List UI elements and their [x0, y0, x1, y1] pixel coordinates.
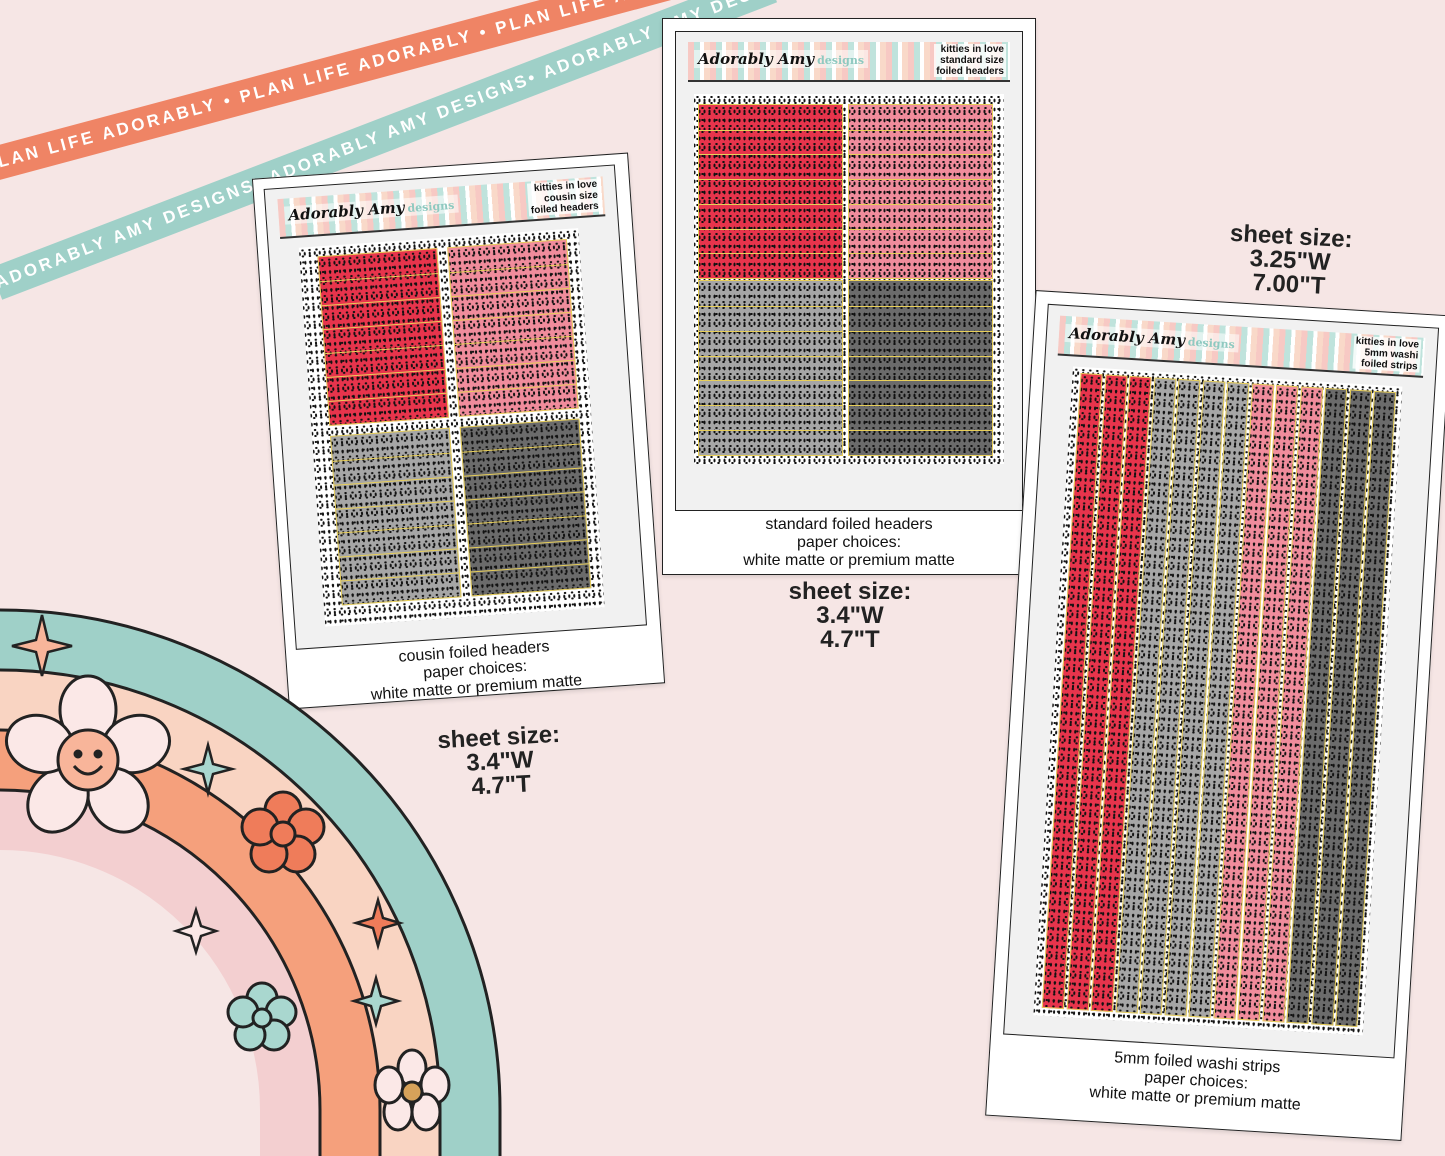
pink-header-block [848, 104, 993, 279]
foil-line [849, 203, 992, 205]
foil-line [699, 228, 842, 230]
brand-logo: Adorably Amy designs [694, 50, 869, 68]
foil-line [699, 380, 842, 382]
sparkle-icon [179, 740, 237, 798]
foil-line [699, 305, 842, 307]
flower-icon [226, 981, 298, 1052]
smiley-flower-icon [5, 674, 171, 834]
sticker-area [694, 94, 1004, 464]
foil-line [849, 179, 992, 181]
light-gray-header-block [698, 280, 843, 456]
foil-line [849, 330, 992, 332]
foil-line [849, 154, 992, 156]
foil-line [849, 253, 992, 255]
foil-line [849, 405, 992, 407]
red-header-block [698, 104, 843, 279]
foil-line [849, 355, 992, 357]
sparkle-icon [172, 905, 220, 957]
foil-line [699, 330, 842, 332]
standard-caption: standard foiled headers paper choices: whi… [743, 516, 955, 569]
flower-icon [373, 1048, 451, 1132]
foil-line [849, 129, 992, 131]
foil-line [699, 179, 842, 181]
standard-sheet-card: Adorably Amy designs kitties in love stand… [662, 18, 1036, 575]
sparkle-icon [11, 614, 73, 677]
foil-line [699, 129, 842, 131]
standard-sheet-size: sheet size: 3.4"W 4.7"T [788, 578, 912, 653]
sparkle-icon [351, 895, 405, 951]
flower-icon [240, 790, 326, 874]
foil-line [849, 380, 992, 382]
foil-line [699, 154, 842, 156]
foil-line [849, 305, 992, 307]
sheet-header-banner: Adorably Amy designs kitties in love stand… [688, 42, 1010, 82]
sparkle-icon [349, 973, 403, 1029]
foil-line [699, 203, 842, 205]
standard-sheet-preview: Adorably Amy designs kitties in love stand… [675, 31, 1023, 511]
dark-gray-header-block [848, 280, 993, 456]
foil-line [849, 430, 992, 432]
foil-line [699, 253, 842, 255]
foil-line [849, 228, 992, 230]
foil-line [699, 355, 842, 357]
sheet-tag: kitties in love standard size foiled heade… [934, 44, 1006, 77]
foil-line [699, 430, 842, 432]
foil-line [699, 405, 842, 407]
